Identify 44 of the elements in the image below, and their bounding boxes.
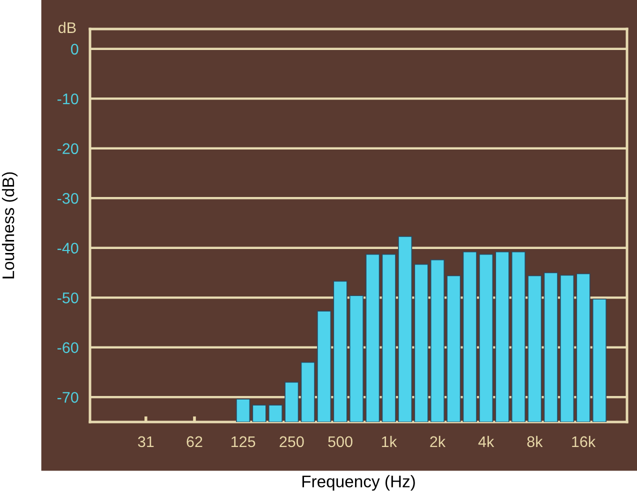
bar xyxy=(300,362,315,422)
bar xyxy=(528,275,542,422)
y-tick-label: -60 xyxy=(57,342,78,354)
bar xyxy=(333,280,348,422)
x-tick-label: 250 xyxy=(280,436,304,448)
x-tick-label: 16k xyxy=(572,436,596,448)
bar xyxy=(349,295,364,422)
bar xyxy=(576,273,590,422)
x-tick-label: 8k xyxy=(527,436,543,448)
y-tick-label: 0 xyxy=(70,44,78,55)
bar xyxy=(236,398,250,422)
x-tick-label: 1k xyxy=(382,436,397,447)
bar xyxy=(592,298,607,422)
x-tick-label: 62 xyxy=(186,436,202,448)
bar xyxy=(398,236,412,422)
bar xyxy=(414,264,428,422)
y-tick-label: -30 xyxy=(57,193,78,204)
x-tick-label: 4k xyxy=(478,436,494,447)
bar xyxy=(382,254,396,422)
y-tick-label: -40 xyxy=(57,242,78,254)
bar xyxy=(430,259,445,422)
y-axis-title: Loudness (dB) xyxy=(2,172,18,278)
bar xyxy=(479,254,494,422)
bar xyxy=(446,275,461,422)
bar xyxy=(252,404,266,422)
text: dB xyxy=(58,22,76,34)
y-tick-label: -20 xyxy=(57,143,78,154)
x-tick-label: 31 xyxy=(138,436,154,448)
y-tick-label: -50 xyxy=(57,292,78,304)
bar xyxy=(560,274,574,422)
y-tick-label: -10 xyxy=(57,94,78,104)
bar xyxy=(268,404,283,422)
bar xyxy=(284,382,299,422)
y-tick-label: -70 xyxy=(57,392,78,403)
bar xyxy=(495,251,510,422)
x-tick-label: 125 xyxy=(232,436,256,448)
bar xyxy=(462,251,477,422)
bar xyxy=(544,272,558,422)
x-tick-label: 500 xyxy=(328,436,352,448)
x-axis-title: Frequency (Hz) xyxy=(302,475,415,491)
x-tick-label: 2k xyxy=(430,436,446,447)
bar xyxy=(511,251,526,422)
bar xyxy=(317,310,332,422)
bar xyxy=(366,254,380,422)
